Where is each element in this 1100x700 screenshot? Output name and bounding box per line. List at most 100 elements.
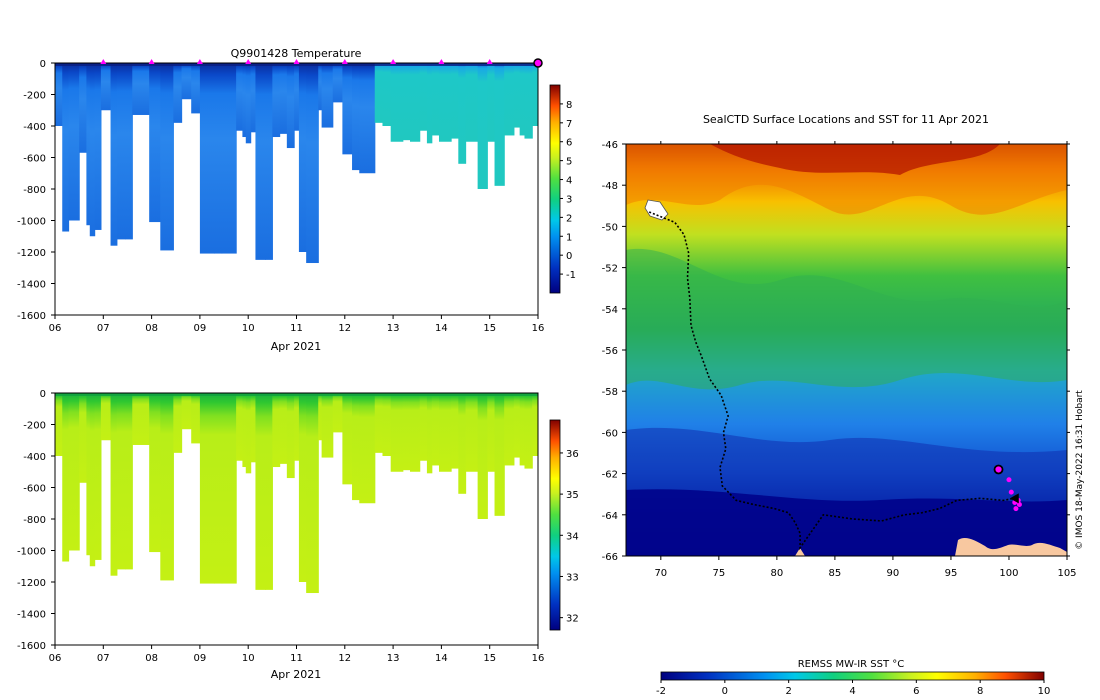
profile-point	[1013, 506, 1019, 512]
colorbar-tick-label: 36	[566, 449, 579, 460]
surface-layer	[55, 63, 538, 66]
warm-band	[626, 144, 1067, 215]
x-tick-label: 15	[483, 323, 496, 334]
temperature-panel: Q9901428 Temperature 0 -200 -400 -600 -800 -1…	[17, 47, 576, 353]
profile-column	[494, 63, 505, 186]
map-y-tick-label: -52	[602, 264, 618, 275]
map-x-tick-label: 100	[999, 568, 1018, 579]
profile-column	[79, 63, 87, 153]
profile-column	[426, 393, 433, 474]
surface-marker	[390, 59, 397, 64]
y-tick-label: -200	[23, 91, 46, 102]
profile-column	[438, 393, 452, 472]
y-tick-label: -600	[23, 154, 46, 165]
profile-column	[94, 63, 102, 230]
profile-column	[524, 63, 533, 139]
profile-column	[298, 63, 307, 252]
profile-column	[221, 63, 237, 254]
profile-column	[116, 63, 126, 240]
profile-column	[477, 63, 488, 189]
map-colorbar-tick-label: 4	[849, 686, 855, 697]
profile-column	[451, 63, 459, 139]
map-x-tick-label: 70	[654, 568, 667, 579]
surface-marker	[341, 59, 348, 64]
profile-column	[519, 393, 526, 466]
map-y-tick-label: -50	[602, 222, 618, 233]
antarctica-land	[955, 537, 1067, 556]
map-y-tick-label: -54	[602, 305, 618, 316]
x-tick-label: 13	[387, 653, 400, 664]
hot-band	[710, 144, 1000, 175]
mid-band	[626, 248, 1067, 390]
profile-column	[321, 393, 334, 458]
colorbar-tick-label: 0	[566, 251, 572, 262]
x-tick-label: 12	[338, 323, 351, 334]
map-x-tick-label: 85	[829, 568, 842, 579]
profile-column	[255, 393, 266, 590]
x-tick-label: 09	[194, 323, 207, 334]
profile-column	[477, 393, 488, 519]
x-tick-label: 13	[387, 323, 400, 334]
profile-column	[431, 393, 440, 466]
x-tick-label: 08	[145, 323, 158, 334]
y-tick-label: -600	[23, 484, 46, 495]
profile-column	[410, 393, 421, 472]
map-x-tick-label: 105	[1057, 568, 1076, 579]
profile-column	[55, 63, 63, 126]
profile-column	[86, 393, 91, 556]
profile-column	[374, 393, 384, 453]
x-tick-label: 09	[194, 653, 207, 664]
profile-column	[191, 63, 201, 114]
map-colorbar-tick-label: 6	[913, 686, 919, 697]
profile-column	[55, 393, 63, 456]
profile-column	[116, 393, 126, 570]
colorbar-tick-label: 35	[566, 490, 579, 501]
surface-markers	[100, 58, 543, 68]
profile-column	[89, 393, 96, 567]
y-tick-label: 0	[40, 59, 46, 70]
profile-column	[419, 393, 428, 461]
profile-column	[402, 63, 411, 141]
salinity-colorbar-ticks: 32 33 34 35 36	[560, 449, 579, 625]
map-title: SealCTD Surface Locations and SST for 11…	[703, 113, 989, 126]
profile-column	[374, 63, 384, 123]
profile-column	[513, 63, 521, 128]
profile-column	[532, 63, 538, 126]
profile-column	[352, 393, 360, 501]
profile-column	[286, 393, 295, 479]
y-tick-label: -1000	[17, 217, 46, 228]
x-tick-label: 14	[435, 653, 448, 664]
profile-column	[214, 63, 223, 254]
salinity-panel: 0 -200 -400 -600 -800 -1000 -1200 -1400 -1600 06…	[17, 389, 579, 681]
surface-marker	[438, 59, 445, 64]
colorbar-tick-label: 6	[566, 138, 572, 149]
map-x-tick-label: 95	[945, 568, 958, 579]
profile-column	[332, 63, 343, 103]
x-tick-label: 11	[290, 323, 303, 334]
profile-column	[242, 393, 247, 468]
y-tick-label: -200	[23, 421, 46, 432]
surface-marker	[148, 59, 155, 64]
profile-column	[465, 63, 479, 142]
profile-column	[298, 393, 307, 582]
profile-column	[513, 393, 521, 458]
temperature-colorbar	[549, 84, 561, 294]
profile-column	[359, 393, 376, 504]
colorbar-tick-label: 7	[566, 119, 572, 130]
profile-column	[173, 393, 183, 453]
profile-column	[359, 63, 376, 174]
x-tick-label: 16	[532, 653, 545, 664]
profile-column	[294, 393, 300, 461]
temperature-x-axis: 06 07 08 09 10 11 12 13 14 15 16	[49, 315, 544, 334]
map-y-tick-label: -60	[602, 428, 618, 439]
profile-column	[382, 393, 392, 456]
temperature-xlabel: Apr 2021	[271, 340, 322, 353]
profile-column	[100, 63, 112, 111]
map-colorbar-ticks: -2 0 2 4 6 8 10	[656, 680, 1050, 697]
profile-column	[318, 63, 323, 111]
x-tick-label: 06	[49, 653, 62, 664]
profile-column	[342, 393, 353, 485]
profile-column	[160, 63, 174, 251]
profile-column	[160, 393, 174, 581]
